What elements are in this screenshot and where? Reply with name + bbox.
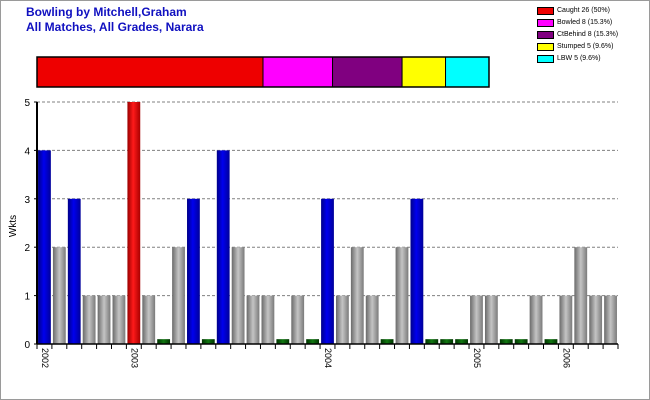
- y-tick-label: 3: [24, 195, 30, 206]
- chart-subtitle: All Matches, All Grades, Narara: [26, 20, 204, 34]
- legend-swatch-stumped: [537, 42, 554, 51]
- bar-35: [559, 295, 573, 344]
- legend-swatch-bowled: [537, 18, 554, 27]
- bar-34: [544, 339, 558, 344]
- dismissal-segment-1: [262, 56, 334, 88]
- bar-5: [112, 295, 126, 344]
- bar-13: [231, 247, 245, 344]
- y-tick-label: 2: [24, 243, 30, 254]
- bar-15: [261, 295, 275, 344]
- bar-6: [127, 102, 141, 344]
- bar-1: [52, 247, 66, 344]
- bar-24: [395, 247, 409, 344]
- bar-20: [335, 295, 349, 344]
- bar-21: [350, 247, 364, 344]
- bar-11: [201, 339, 215, 344]
- bar-30: [484, 295, 498, 344]
- dismissal-segment-4: [445, 56, 490, 88]
- bar-32: [514, 339, 528, 344]
- bar-38: [604, 295, 617, 344]
- y-tick-label: 4: [24, 146, 30, 157]
- chart-title: Bowling by Mitchell,Graham: [26, 5, 187, 19]
- bar-8: [157, 339, 171, 344]
- bar-25: [410, 198, 424, 344]
- legend-item-bowled: Bowled 8 (15.3%): [537, 17, 618, 28]
- year-label-2005: 2005: [472, 348, 482, 368]
- bar-0: [38, 150, 51, 344]
- bar-12: [216, 150, 230, 344]
- bar-28: [455, 339, 468, 344]
- bar-26: [425, 339, 439, 344]
- legend-item-stumped: Stumped 5 (9.6%): [537, 41, 618, 52]
- year-label-2004: 2004: [323, 348, 333, 368]
- legend-swatch-ctbehind: [537, 30, 554, 39]
- bar-17: [291, 295, 305, 344]
- y-axis-label: Wkts: [8, 215, 19, 237]
- legend-swatch-caught: [537, 6, 554, 15]
- bar-27: [440, 339, 454, 344]
- bar-22: [365, 295, 379, 344]
- bar-4: [97, 295, 111, 344]
- bar-9: [172, 247, 185, 344]
- legend-item-caught: Caught 26 (50%): [537, 5, 618, 16]
- legend-swatch-lbw: [537, 54, 554, 63]
- bar-33: [529, 295, 543, 344]
- legend: Caught 26 (50%) Bowled 8 (15.3%) CtBehin…: [537, 5, 618, 65]
- year-label-2003: 2003: [129, 348, 139, 368]
- bar-23: [380, 339, 394, 344]
- bar-31: [499, 339, 513, 344]
- legend-item-ctbehind: CtBehind 8 (15.3%): [537, 29, 618, 40]
- axes: 0 1 2 3 4 5 2002 2003 2004 2005 2006: [24, 98, 619, 368]
- year-label-2006: 2006: [561, 348, 571, 368]
- legend-label-caught: Caught 26 (50%): [557, 7, 610, 14]
- dismissal-strip-border: [36, 56, 490, 88]
- bars: [38, 102, 617, 344]
- legend-label-lbw: LBW 5 (9.6%): [557, 55, 601, 62]
- bar-3: [82, 295, 96, 344]
- legend-label-ctbehind: CtBehind 8 (15.3%): [557, 31, 619, 38]
- bar-37: [589, 295, 603, 344]
- year-label-2002: 2002: [40, 348, 50, 368]
- y-tick-label: 1: [24, 292, 30, 303]
- bar-14: [246, 295, 260, 344]
- dismissal-strip: [36, 56, 490, 88]
- legend-label-bowled: Bowled 8 (15.3%): [557, 19, 613, 26]
- bar-36: [574, 247, 588, 344]
- bar-2: [67, 198, 81, 344]
- bar-7: [142, 295, 156, 344]
- bar-18: [306, 339, 320, 344]
- dismissal-segment-3: [401, 56, 447, 88]
- legend-label-stumped: Stumped 5 (9.6%): [557, 43, 614, 50]
- bar-29: [470, 295, 483, 344]
- legend-item-lbw: LBW 5 (9.6%): [537, 53, 618, 64]
- bar-10: [187, 198, 200, 344]
- dismissal-segment-0: [36, 56, 264, 88]
- bar-16: [276, 339, 290, 344]
- bar-19: [321, 198, 334, 344]
- y-tick-label: 0: [24, 340, 30, 351]
- y-tick-label: 5: [24, 98, 30, 109]
- dismissal-segment-2: [332, 56, 403, 88]
